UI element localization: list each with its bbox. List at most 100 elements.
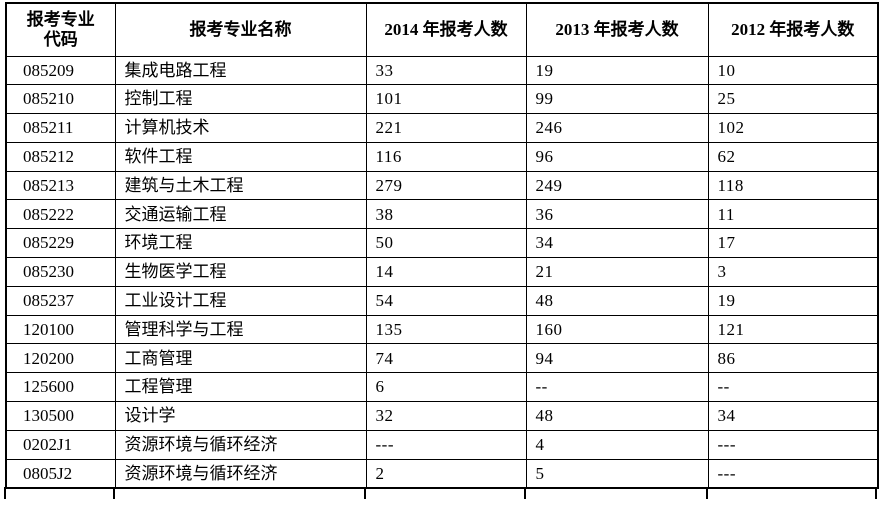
cell-2012: --- [707, 458, 879, 489]
cutoff-gridline-stub [4, 487, 6, 499]
cell-code: 085230 [5, 257, 116, 287]
cell-code: 085211 [5, 113, 116, 143]
cell-code: 0805J2 [5, 458, 116, 489]
cell-code: 085237 [5, 285, 116, 316]
cell-2012: 19 [707, 285, 879, 316]
cell-2012: 121 [707, 314, 879, 345]
cell-code: 085212 [5, 141, 116, 172]
cell-2013: 19 [525, 55, 709, 86]
cell-2014: 74 [365, 343, 527, 374]
cell-name: 计算机技术 [114, 113, 367, 143]
cutoff-gridline-stub [364, 487, 366, 499]
cell-2014: 6 [365, 372, 527, 403]
cell-2013: 249 [525, 170, 709, 201]
cell-2013: 36 [525, 199, 709, 230]
cell-name: 资源环境与循环经济 [114, 429, 367, 460]
cell-2012: 17 [707, 228, 879, 259]
table-row: 085212 软件工程 116 96 62 [5, 141, 879, 172]
table-row: 085211 计算机技术 221 246 102 [5, 113, 879, 143]
cell-name: 环境工程 [114, 228, 367, 259]
cell-2012: 62 [707, 141, 879, 172]
cell-2013: 21 [525, 257, 709, 287]
header-row: 报考专业 代码 报考专业名称 2014 年报考人数 2013 年报考人数 201… [5, 2, 879, 57]
cutoff-gridline-stub [875, 487, 877, 499]
col-header-name: 报考专业名称 [114, 2, 367, 57]
cell-2014: 14 [365, 257, 527, 287]
cell-code: 120200 [5, 343, 116, 374]
cell-2014: 135 [365, 314, 527, 345]
cell-code: 125600 [5, 372, 116, 403]
table-row: 0805J2 资源环境与循环经济 2 5 --- [5, 458, 879, 489]
cell-2013: 246 [525, 113, 709, 143]
cell-2013: 34 [525, 228, 709, 259]
cell-2012: 3 [707, 257, 879, 287]
cell-2014: 50 [365, 228, 527, 259]
table-row: 085210 控制工程 101 99 25 [5, 84, 879, 115]
table-row: 120200 工商管理 74 94 86 [5, 343, 879, 374]
cell-2013: 48 [525, 285, 709, 316]
cell-2014: 38 [365, 199, 527, 230]
cell-name: 工程管理 [114, 372, 367, 403]
table-row: 130500 设计学 32 48 34 [5, 401, 879, 431]
cell-2012: 86 [707, 343, 879, 374]
cell-2014: 101 [365, 84, 527, 115]
cutoff-gridline-stub [524, 487, 526, 499]
col-header-2013: 2013 年报考人数 [525, 2, 709, 57]
col-header-code-line2: 代码 [43, 29, 78, 49]
cell-code: 120100 [5, 314, 116, 345]
cell-2014: 32 [365, 401, 527, 431]
cell-name: 软件工程 [114, 141, 367, 172]
cell-2014: 2 [365, 458, 527, 489]
cell-name: 设计学 [114, 401, 367, 431]
cell-code: 0202J1 [5, 429, 116, 460]
cell-name: 交通运输工程 [114, 199, 367, 230]
cell-2013: 5 [525, 458, 709, 489]
cell-2013: 96 [525, 141, 709, 172]
cell-2012: 10 [707, 55, 879, 86]
cell-2012: 118 [707, 170, 879, 201]
cell-2012: 102 [707, 113, 879, 143]
cell-2013: 4 [525, 429, 709, 460]
table-row: 085213 建筑与土木工程 279 249 118 [5, 170, 879, 201]
cell-name: 工业设计工程 [114, 285, 367, 316]
cell-2014: 279 [365, 170, 527, 201]
cell-2012: 34 [707, 401, 879, 431]
cell-2014: --- [365, 429, 527, 460]
cell-2012: --- [707, 429, 879, 460]
cutoff-gridline-stub [706, 487, 708, 499]
cell-2013: 160 [525, 314, 709, 345]
cell-name: 资源环境与循环经济 [114, 458, 367, 489]
cell-2014: 33 [365, 55, 527, 86]
cell-name: 建筑与土木工程 [114, 170, 367, 201]
cell-2013: -- [525, 372, 709, 403]
cell-code: 085213 [5, 170, 116, 201]
cell-2012: 25 [707, 84, 879, 115]
cell-code: 085209 [5, 55, 116, 86]
table-row: 120100 管理科学与工程 135 160 121 [5, 314, 879, 345]
cell-name: 控制工程 [114, 84, 367, 115]
cell-code: 085229 [5, 228, 116, 259]
col-header-code-line1: 报考专业 [26, 10, 95, 30]
admissions-table: 报考专业 代码 报考专业名称 2014 年报考人数 2013 年报考人数 201… [5, 2, 879, 489]
cell-name: 集成电路工程 [114, 55, 367, 86]
cell-2013: 94 [525, 343, 709, 374]
cell-2013: 48 [525, 401, 709, 431]
cell-2014: 54 [365, 285, 527, 316]
cell-2013: 99 [525, 84, 709, 115]
cell-2012: 11 [707, 199, 879, 230]
table-row: 0202J1 资源环境与循环经济 --- 4 --- [5, 429, 879, 460]
cell-code: 085210 [5, 84, 116, 115]
cell-code: 085222 [5, 199, 116, 230]
col-header-2014: 2014 年报考人数 [365, 2, 527, 57]
table-row: 085209 集成电路工程 33 19 10 [5, 55, 879, 86]
cell-name: 工商管理 [114, 343, 367, 374]
table-row: 085237 工业设计工程 54 48 19 [5, 285, 879, 316]
table-row: 085230 生物医学工程 14 21 3 [5, 257, 879, 287]
cell-name: 生物医学工程 [114, 257, 367, 287]
cell-2014: 116 [365, 141, 527, 172]
table-row: 125600 工程管理 6 -- -- [5, 372, 879, 403]
col-header-2012: 2012 年报考人数 [707, 2, 879, 57]
col-header-code: 报考专业 代码 [5, 2, 116, 57]
table-row: 085229 环境工程 50 34 17 [5, 228, 879, 259]
